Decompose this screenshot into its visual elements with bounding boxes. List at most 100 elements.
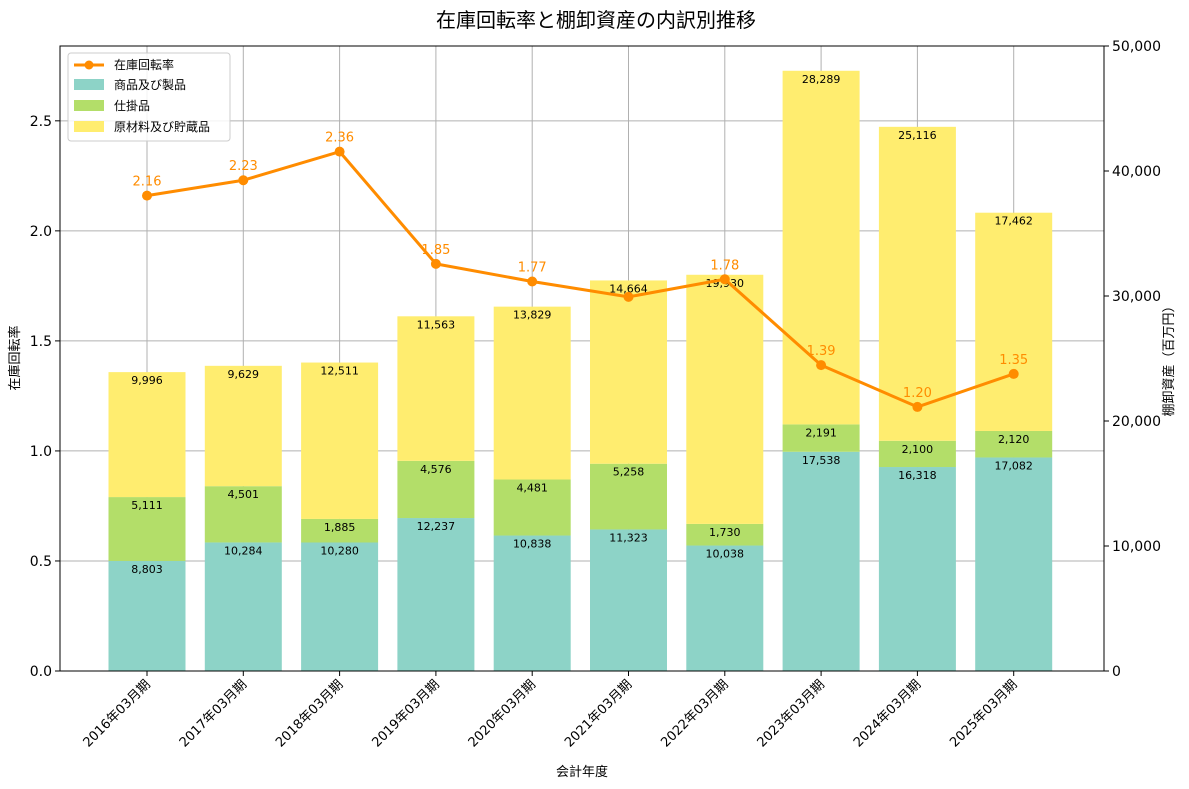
left-tick-label: 1.5 <box>30 334 52 350</box>
legend-label-turnover: 在庫回転率 <box>114 57 174 72</box>
bar-value-label: 10,280 <box>320 545 359 558</box>
chart-title: 在庫回転率と棚卸資産の内訳別推移 <box>436 8 756 32</box>
left-tick-label: 2.0 <box>30 224 52 240</box>
turnover-value-label: 2.36 <box>325 131 354 146</box>
bar-segment <box>782 70 860 425</box>
bar-value-label: 10,038 <box>706 548 745 561</box>
x-tick-label: 2019年03月期 <box>369 677 442 750</box>
bar-value-label: 11,323 <box>609 531 648 544</box>
bar-value-label: 25,116 <box>898 129 937 142</box>
bar-value-label: 2,191 <box>805 426 837 439</box>
bar-value-label: 2,100 <box>902 443 934 456</box>
plot-frame <box>59 45 1105 672</box>
left-tick-label: 0.5 <box>30 554 52 570</box>
bar-segment <box>493 535 571 671</box>
turnover-point <box>1008 368 1019 379</box>
bar-segment <box>397 316 475 461</box>
bar-value-label: 10,284 <box>224 544 263 557</box>
bar-value-label: 8,803 <box>131 563 163 576</box>
bar-value-label: 28,289 <box>802 73 841 86</box>
legend-swatch <box>74 100 104 111</box>
bar-segment <box>975 430 1053 458</box>
bar-segment <box>782 424 860 452</box>
turnover-value-label: 1.85 <box>421 243 450 258</box>
turnover-value-label: 2.16 <box>133 175 162 190</box>
bar-segment <box>493 479 571 536</box>
bar-value-label: 12,237 <box>417 520 456 533</box>
bar-value-label: 1,885 <box>324 521 356 534</box>
right-tick-label: 20,000 <box>1112 414 1161 430</box>
bar-segment <box>301 518 379 543</box>
left-axis: 0.0 0.5 1.0 1.5 2.0 2.5 <box>30 114 60 680</box>
bar-segment <box>686 274 764 524</box>
bar-segment <box>204 542 282 671</box>
right-tick-label: 40,000 <box>1112 164 1161 180</box>
right-tick-label: 30,000 <box>1112 289 1161 305</box>
left-tick-label: 0.0 <box>30 664 52 680</box>
bar-value-label: 17,538 <box>802 454 841 467</box>
left-tick-label: 1.0 <box>30 444 52 460</box>
bar-value-label: 17,462 <box>994 215 1033 228</box>
x-axis-label: 会計年度 <box>556 764 608 780</box>
legend-label: 仕掛品 <box>114 98 150 113</box>
turnover-value-label: 1.35 <box>999 353 1028 368</box>
bar-segment <box>878 440 956 468</box>
turnover-value-label: 1.39 <box>807 344 836 359</box>
bar-segment <box>590 463 667 530</box>
turnover-point <box>623 291 634 302</box>
turnover-point <box>142 190 152 201</box>
bar-segment <box>108 497 186 561</box>
bar-value-label: 9,629 <box>228 368 260 381</box>
legend-swatch <box>74 121 104 132</box>
right-axis-label: 棚卸資産（百万円） <box>1161 299 1177 416</box>
x-axis: 2016年03月期 2017年03月期 2018年03月期 2019年03月期 2020… <box>81 671 1021 751</box>
bar-value-label: 17,082 <box>994 459 1033 472</box>
x-tick-label: 2018年03月期 <box>273 677 346 750</box>
turnover-polyline <box>146 150 1015 409</box>
turnover-point <box>912 401 923 412</box>
turnover-value-label: 2.23 <box>229 159 258 174</box>
x-tick-label: 2022年03月期 <box>658 677 731 750</box>
turnover-value-label: 1.78 <box>710 258 739 273</box>
bar-segment <box>204 365 282 487</box>
bar-labels: 8,803 5,111 9,996 10,284 4,501 9,629 10,280 1,8… <box>131 73 1033 576</box>
bar-value-label: 4,576 <box>420 463 452 476</box>
legend-line-marker <box>84 60 94 70</box>
bar-value-label: 4,481 <box>516 482 548 495</box>
turnover-value-label: 1.77 <box>518 260 547 275</box>
bar-segment <box>686 545 764 671</box>
legend-box <box>67 52 231 142</box>
bar-value-label: 5,111 <box>131 499 163 512</box>
turnover-point <box>238 175 249 186</box>
bar-value-label: 2,120 <box>998 433 1030 446</box>
bar-value-label: 12,511 <box>320 365 359 378</box>
bar-segment <box>301 542 379 671</box>
left-axis-label: 在庫回転率 <box>7 325 23 390</box>
x-tick-label: 2016年03月期 <box>81 677 154 750</box>
bar-segment <box>204 486 282 543</box>
bar-segment <box>686 523 764 546</box>
right-tick-label: 50,000 <box>1112 39 1161 55</box>
turnover-line: 2.16 2.23 2.36 1.85 1.77 1.78 1.39 1.20 1.35 <box>133 131 1028 412</box>
bar-segment <box>397 518 475 671</box>
bar-value-label: 5,258 <box>613 466 645 479</box>
bar-segment <box>493 306 571 480</box>
bar-value-label: 1,730 <box>709 526 741 539</box>
bar-segment <box>590 529 667 671</box>
bar-segment <box>975 212 1053 431</box>
bar-segment <box>590 280 667 464</box>
right-axis: 0 10,000 20,000 30,000 40,000 50,000 <box>1104 39 1161 680</box>
right-tick-label: 10,000 <box>1112 539 1161 555</box>
bar-value-label: 11,563 <box>417 318 456 331</box>
x-tick-label: 2024年03月期 <box>851 677 924 750</box>
bar-value-label: 4,501 <box>228 488 260 501</box>
bar-segment <box>108 560 186 671</box>
turnover-point <box>527 276 538 287</box>
legend-label: 原材料及び貯蔵品 <box>114 120 210 134</box>
right-tick-label: 0 <box>1112 664 1121 680</box>
bar-segment <box>878 126 956 441</box>
turnover-point <box>719 274 730 285</box>
turnover-point <box>334 146 345 157</box>
